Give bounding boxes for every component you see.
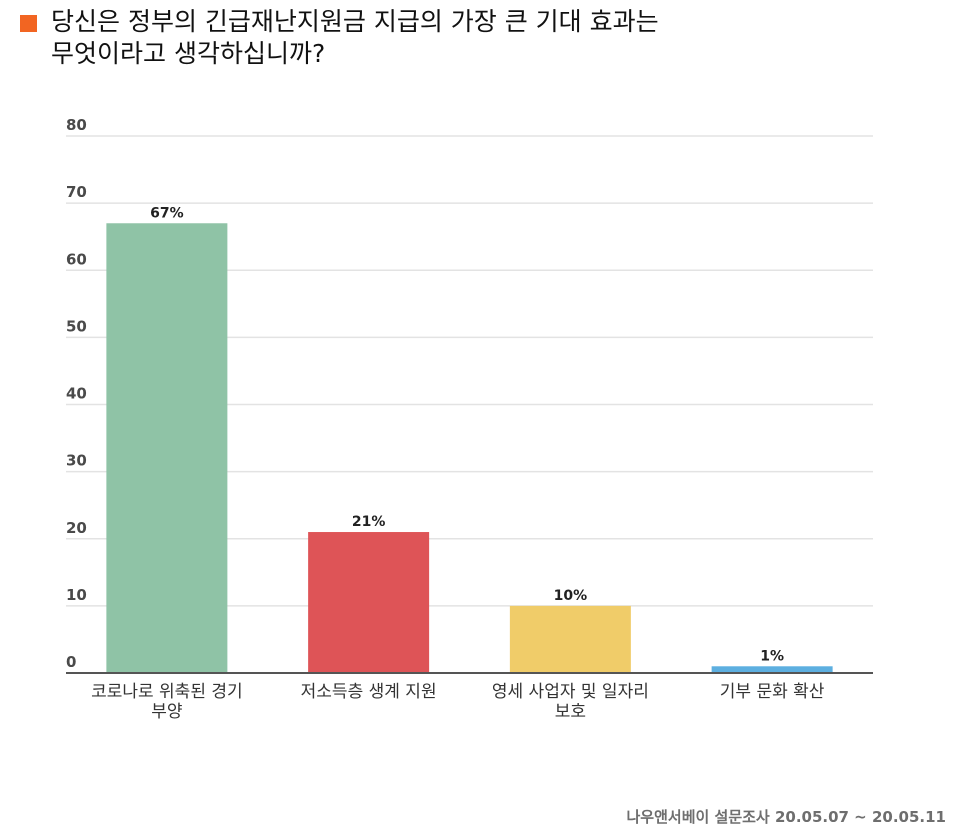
x-category-label: 영세 사업자 및 일자리 bbox=[492, 682, 649, 702]
data-label: 10% bbox=[554, 588, 588, 604]
y-tick-label: 50 bbox=[66, 317, 87, 335]
x-category-label: 부양 bbox=[151, 702, 182, 722]
y-tick-label: 20 bbox=[66, 519, 87, 537]
x-category-label: 보호 bbox=[555, 702, 586, 722]
y-tick-label: 60 bbox=[66, 250, 87, 268]
x-category-label: 기부 문화 확산 bbox=[720, 682, 825, 702]
bar bbox=[509, 605, 631, 673]
title-marker-icon bbox=[20, 15, 37, 32]
y-tick-label: 80 bbox=[66, 116, 87, 134]
y-tick-label: 0 bbox=[66, 653, 76, 671]
data-label: 1% bbox=[760, 648, 784, 664]
data-label: 21% bbox=[352, 514, 386, 530]
bar bbox=[711, 666, 833, 673]
title-line-2: 무엇이라고 생각하십니까? bbox=[51, 39, 326, 68]
source-note: 나우앤서베이 설문조사 20.05.07 ~ 20.05.11 bbox=[626, 808, 947, 826]
y-tick-label: 10 bbox=[66, 586, 87, 604]
bar bbox=[106, 223, 228, 673]
title-line-1: 당신은 정부의 긴급재난지원금 지급의 가장 큰 기대 효과는 bbox=[51, 7, 659, 36]
x-category-label: 코로나로 위축된 경기 bbox=[91, 682, 243, 702]
data-label: 67% bbox=[150, 205, 184, 221]
x-category-label: 저소득층 생계 지원 bbox=[301, 682, 437, 702]
y-tick-label: 30 bbox=[66, 452, 87, 470]
y-tick-label: 70 bbox=[66, 183, 87, 201]
y-tick-label: 40 bbox=[66, 385, 87, 403]
bar bbox=[308, 532, 430, 673]
